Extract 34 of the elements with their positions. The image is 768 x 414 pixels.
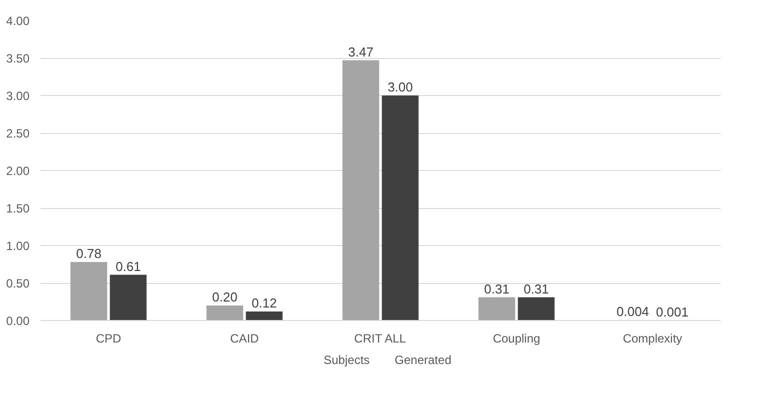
bar [518,297,555,320]
bar [70,262,108,320]
y-tick-label: 1.00 [6,239,30,253]
x-tick-label: Complexity [622,332,682,346]
x-tick-label: CRIT ALL [354,332,406,346]
data-label: 0.20 [212,290,238,304]
bar [342,60,380,320]
bar [206,306,244,320]
bar [246,312,283,320]
y-tick-label: 0.00 [6,314,30,328]
text: Generated [394,353,452,367]
y-tick-label: 3.50 [6,52,30,66]
data-label: 0.61 [116,258,141,274]
data-label: 0.12 [252,296,277,310]
y-tick-label: 4.00 [6,14,30,28]
data-label: 0.31 [524,281,549,296]
y-tick-label: 3.00 [6,89,30,103]
bar [382,96,419,320]
y-tick-label: 0.50 [6,276,30,290]
y-tick-label: 1.50 [6,202,30,216]
y-tick-label: 2.00 [6,164,30,178]
x-tick-label: CPD [96,332,122,346]
x-tick-label: Coupling [492,332,540,346]
bar [110,274,147,320]
data-label: 3.47 [348,44,374,60]
data-label: 0.31 [484,281,510,296]
x-tick-label: CAID [230,332,260,346]
data-label: 0.004 [616,304,650,320]
data-label: 3.00 [388,80,413,94]
y-tick-label: 2.50 [6,126,30,140]
data-label: 0.78 [76,246,102,261]
data-label: 0.001 [656,304,688,320]
bar [478,297,516,320]
text: Subjects [324,353,370,367]
